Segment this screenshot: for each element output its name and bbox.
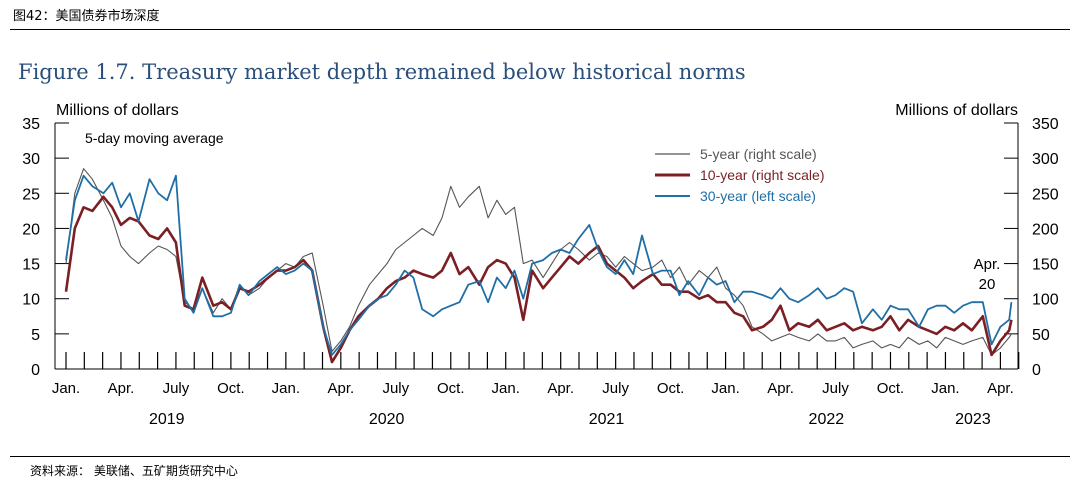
x-year-label: 2022 [809, 411, 845, 428]
x-year-label: 2023 [955, 411, 991, 428]
left-tick-label: 30 [22, 151, 40, 168]
right-tick-label: 50 [1032, 327, 1050, 344]
x-month-label: July [163, 380, 190, 397]
x-month-label: Apr. [547, 380, 574, 397]
x-month-label: July [602, 380, 629, 397]
legend-label: 5-year (right scale) [700, 146, 817, 162]
right-tick-label: 200 [1032, 221, 1059, 238]
end-annotation-month: Apr. [974, 256, 1001, 273]
x-month-label: Apr. [767, 380, 794, 397]
figure-label: 图42：美国债券市场深度 [13, 9, 160, 24]
right-tick-label: 0 [1032, 362, 1041, 379]
footer-divider [10, 456, 1070, 457]
left-tick-label: 0 [31, 362, 40, 379]
x-month-label: Jan. [272, 380, 300, 397]
end-annotation-day: 20 [979, 276, 996, 293]
x-month-label: July [382, 380, 409, 397]
x-month-label: Jan. [711, 380, 739, 397]
left-tick-label: 5 [31, 327, 40, 344]
chart-annotation: 5-day moving average [85, 130, 224, 146]
left-axis-label: Millions of dollars [56, 102, 179, 119]
series-line [64, 195, 1013, 364]
left-tick-label: 10 [22, 292, 40, 309]
chart-labels: 05101520253035050100150200250300350Milli… [22, 102, 1059, 428]
x-month-label: Apr. [987, 380, 1014, 397]
right-tick-label: 300 [1032, 151, 1059, 168]
page-header: 图42：美国债券市场深度 [0, 0, 1080, 28]
chart-axes [54, 122, 1020, 370]
x-month-label: Jan. [931, 380, 959, 397]
x-month-label: Jan. [52, 380, 80, 397]
x-month-label: Apr. [108, 380, 135, 397]
series-line [65, 174, 1013, 356]
legend-label: 10-year (right scale) [700, 167, 825, 183]
right-axis-label: Millions of dollars [895, 102, 1018, 119]
x-month-label: Oct. [437, 380, 465, 397]
left-tick-label: 35 [22, 116, 40, 133]
chart-title: Figure 1.7. Treasury market depth remain… [18, 60, 746, 84]
series-line [65, 168, 1012, 356]
right-tick-label: 250 [1032, 186, 1059, 203]
left-tick-label: 20 [22, 221, 40, 238]
left-tick-label: 25 [22, 186, 40, 203]
x-month-label: Oct. [657, 380, 685, 397]
x-month-label: Jan. [492, 380, 520, 397]
x-month-label: July [822, 380, 849, 397]
x-year-label: 2020 [369, 411, 405, 428]
x-month-label: Apr. [327, 380, 354, 397]
x-year-label: 2019 [149, 411, 185, 428]
right-tick-label: 100 [1032, 292, 1059, 309]
x-month-label: Oct. [217, 380, 245, 397]
right-tick-label: 150 [1032, 257, 1059, 274]
legend-label: 30-year (left scale) [700, 188, 816, 204]
header-divider [10, 29, 1070, 30]
right-tick-label: 350 [1032, 116, 1059, 133]
x-year-label: 2021 [589, 411, 625, 428]
source-note: 资料来源： 美联储、五矿期货研究中心 [30, 464, 238, 478]
x-month-label: Oct. [877, 380, 905, 397]
left-tick-label: 15 [22, 257, 40, 274]
chart-series [64, 168, 1013, 364]
